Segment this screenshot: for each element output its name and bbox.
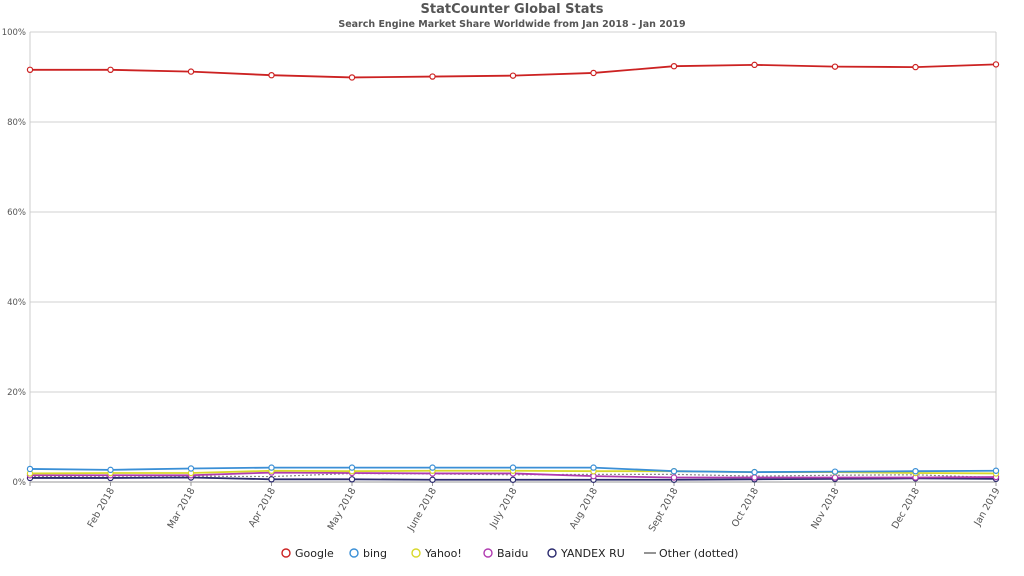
data-point-bing: [912, 468, 919, 475]
data-point-yandex-ru: [348, 476, 356, 483]
data-point-baidu: [831, 474, 839, 481]
x-tick-label: Aug 2018: [568, 486, 600, 531]
legend-label: Yahoo!: [424, 547, 462, 560]
data-point-yandex-ru: [509, 476, 517, 483]
legend-item-google[interactable]: Google: [281, 547, 334, 560]
y-tick-label: 20%: [7, 388, 26, 398]
data-point-bing: [590, 464, 597, 471]
y-tick-label: 0%: [13, 478, 27, 488]
data-point-bing: [509, 464, 517, 471]
legend-marker-icon: [411, 548, 421, 558]
legend-item-yandex-ru[interactable]: YANDEX RU: [547, 547, 625, 560]
y-tick-label: 40%: [7, 298, 26, 308]
x-tick-label: Jan 2019: [972, 486, 1003, 529]
data-point-bing: [107, 466, 114, 474]
x-tick-label: Sept 2018: [647, 486, 681, 534]
data-point-google: [751, 61, 758, 69]
x-tick-label: Oct 2018: [730, 486, 761, 529]
data-point-google: [670, 62, 678, 70]
data-point-google: [107, 66, 114, 74]
legend-label: bing: [363, 547, 387, 560]
gridlines: [29, 31, 997, 483]
plot-area: [26, 61, 1000, 483]
data-point-bing: [268, 464, 275, 471]
data-point-bing: [26, 465, 34, 473]
y-tick-label: 60%: [7, 208, 26, 218]
data-point-bing: [187, 465, 195, 472]
legend-label: Other (dotted): [659, 547, 738, 560]
x-tick-label: June 2018: [405, 486, 439, 534]
legend-item-baidu[interactable]: Baidu: [483, 547, 528, 560]
y-axis-ticks: 0% 20% 40% 60% 80% 100%: [2, 28, 26, 488]
data-point-bing: [751, 468, 758, 476]
legend-item-bing[interactable]: bing: [349, 547, 387, 560]
y-tick-label: 80%: [7, 118, 26, 128]
legend[interactable]: Google bing Yahoo! Baidu YANDEX RU Other (dot…: [281, 547, 738, 560]
x-tick-label: May 2018: [326, 486, 359, 532]
legend-item-other-dotted[interactable]: Other (dotted): [644, 547, 738, 560]
data-point-baidu: [751, 474, 758, 481]
data-point-google: [831, 63, 839, 70]
legend-marker-icon: [349, 548, 359, 558]
data-point-google: [912, 63, 919, 71]
data-point-google: [590, 69, 597, 77]
legend-label: YANDEX RU: [560, 547, 625, 560]
legend-marker-icon: [547, 548, 557, 558]
data-point-bing: [670, 468, 678, 475]
data-point-google: [268, 71, 275, 79]
data-point-google: [187, 68, 195, 75]
legend-marker-icon: [483, 548, 493, 558]
data-point-google: [992, 61, 1000, 68]
legend-label: Google: [295, 547, 334, 560]
legend-label: Baidu: [497, 547, 528, 560]
data-point-google: [429, 73, 436, 80]
x-tick-label: Mar 2018: [166, 486, 198, 531]
data-point-yandex-ru: [268, 476, 275, 483]
data-point-google: [509, 72, 517, 79]
legend-marker-icon: [281, 548, 291, 558]
data-point-bing: [831, 468, 839, 475]
data-point-baidu: [670, 474, 678, 481]
data-point-yandex-ru: [429, 476, 436, 483]
x-axis-ticks: Feb 2018 Mar 2018 Apr 2018 May 2018 June 201…: [29, 482, 1003, 534]
data-point-google: [26, 66, 34, 74]
data-point-bing: [429, 464, 436, 471]
x-tick-label: Nov 2018: [809, 486, 841, 531]
y-tick-label: 100%: [2, 28, 26, 38]
x-tick-label: Apr 2018: [247, 486, 278, 529]
x-tick-label: July 2018: [487, 486, 519, 531]
x-tick-label: Dec 2018: [890, 486, 922, 531]
data-point-google: [348, 74, 356, 81]
chart-subtitle: Search Engine Market Share Worldwide fro…: [338, 19, 685, 30]
data-point-bing: [348, 464, 356, 471]
chart-title: StatCounter Global Stats: [421, 2, 604, 17]
x-tick-label: Feb 2018: [86, 486, 118, 530]
legend-item-yahoo[interactable]: Yahoo!: [411, 547, 462, 560]
data-point-bing: [992, 467, 1000, 474]
